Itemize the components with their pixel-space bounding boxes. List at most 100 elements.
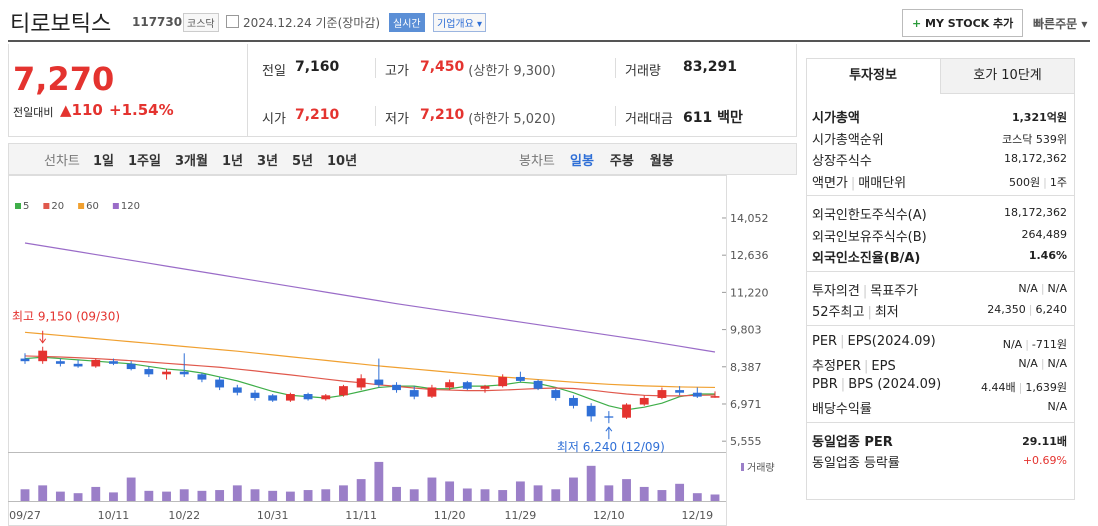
side-divider: [806, 324, 1075, 326]
plus-icon: +: [912, 17, 926, 30]
tab[interactable]: 1주일: [128, 154, 161, 169]
side-value: 1주: [1049, 175, 1067, 189]
info-note: (하한가 5,020): [468, 112, 556, 127]
separator: |: [1028, 303, 1033, 316]
tab[interactable]: 3년: [256, 154, 278, 169]
side-label: 추정PER: [812, 359, 862, 374]
legend-swatch: [15, 203, 21, 209]
volume-bar: [409, 489, 419, 501]
side-label: 투자의견: [812, 283, 860, 299]
side-row: 동일업종 PER: [812, 431, 893, 450]
legend-label: 20: [51, 201, 64, 212]
candle-body: [639, 397, 649, 405]
volume-swatch: [741, 463, 744, 471]
annotation: 최고 9,150 (09/30): [12, 310, 120, 324]
volume-bar: [498, 490, 508, 501]
separator: |: [1043, 175, 1047, 189]
separator: |: [1040, 357, 1045, 370]
volume-bar: [427, 477, 437, 501]
overview-button[interactable]: 기업개요 ▾: [433, 13, 487, 32]
volume-bar: [445, 481, 455, 501]
candle-body: [551, 390, 561, 398]
y-tick-label: 9,803: [730, 324, 762, 337]
volume-label: 거래량: [747, 462, 775, 474]
volume-bar: [215, 490, 225, 501]
quick-order[interactable]: 빠른주문 ▾: [1033, 17, 1088, 31]
info-label: 거래대금: [625, 112, 673, 127]
side-values: N/A | N/A: [1018, 357, 1067, 370]
mystock-button[interactable]: + MY STOCK 추가: [902, 9, 1024, 37]
candle-body: [445, 382, 455, 388]
candle-body: [586, 405, 596, 417]
side-label: EPS(2024.09): [847, 333, 936, 349]
y-tick-label: 6,971: [730, 398, 762, 411]
side-row: 배당수익률: [812, 398, 872, 417]
side-label: 외국인소진율(B/A): [812, 251, 921, 266]
tab[interactable]: 1년: [221, 154, 243, 169]
side-row: 외국인한도주식수(A): [812, 204, 927, 223]
candle-body: [38, 350, 48, 362]
candle-body: [20, 358, 30, 362]
side-row: 액면가 | 매매단위: [812, 172, 906, 191]
side-value: N/A: [1002, 337, 1023, 351]
tab[interactable]: 5년: [291, 154, 313, 169]
separator: |: [1040, 281, 1045, 295]
info-note: (상한가 9,300): [468, 64, 556, 79]
x-tick-label: 11/20: [434, 509, 466, 522]
side-tab[interactable]: 호가 10단계: [940, 59, 1074, 94]
volume-bar: [126, 477, 136, 501]
side-panel: [806, 58, 1075, 500]
x-tick-label: 09/27: [9, 509, 41, 522]
arrow-head: [39, 338, 47, 344]
candle-body: [604, 416, 614, 418]
side-values: 24,350 | 6,240: [987, 303, 1067, 316]
side-row: 상장주식수: [812, 150, 872, 169]
volume-bar: [462, 488, 472, 501]
tab[interactable]: 월봉: [649, 154, 674, 169]
side-tab[interactable]: 투자정보: [807, 59, 939, 93]
candle-body: [515, 376, 525, 381]
stock-name: 티로보틱스: [10, 12, 112, 37]
side-value: 500원: [1009, 175, 1041, 189]
chart: 14,052 12,636 11,220 9,803 8,387 6,971 5,555 5 2…: [8, 175, 775, 526]
side-label: 최저: [874, 305, 899, 320]
volume-bar: [533, 485, 543, 501]
side-row: PBR | BPS (2024.09): [812, 377, 941, 392]
info-label: 전일: [262, 64, 286, 79]
tab[interactable]: 일봉: [570, 154, 594, 169]
volume-bar: [374, 461, 384, 501]
side-values: +0.69%: [1023, 454, 1067, 467]
volume-bar: [179, 489, 189, 501]
side-label: 동일업종 등락률: [812, 456, 900, 471]
separator: |: [864, 359, 869, 374]
candle-body: [268, 395, 278, 401]
info-label: 거래량: [625, 64, 661, 79]
candle-body: [91, 359, 101, 367]
tab[interactable]: 3개월: [174, 154, 208, 169]
change-label: 전일대비: [13, 106, 54, 119]
realtime-badge[interactable]: 실시간: [389, 13, 425, 32]
candle-body: [126, 363, 136, 370]
x-tick-label: 10/22: [168, 509, 200, 522]
candle-body: [622, 404, 631, 418]
volume-bar: [551, 489, 561, 501]
side-values: N/A | -711원: [1003, 336, 1067, 352]
side-label: 외국인보유주식수(B): [812, 229, 927, 245]
candle-body: [392, 384, 401, 391]
tab[interactable]: 주봉: [609, 154, 634, 169]
quote-box: [8, 44, 797, 137]
candle-body: [285, 394, 295, 401]
candle-body: [462, 382, 472, 389]
side-row: 52주최고 | 최저: [812, 301, 899, 320]
tab[interactable]: 10년: [327, 154, 358, 169]
candle-body: [109, 361, 118, 364]
candle-body: [321, 395, 331, 400]
chart-tabs: [8, 143, 797, 175]
tab[interactable]: 1일: [93, 154, 115, 169]
side-label: 시가총액: [812, 111, 860, 126]
candle-body: [144, 369, 154, 375]
x-tick-label: 11/11: [345, 509, 377, 522]
volume-bar: [392, 486, 401, 501]
tab-heading: 봉차트: [519, 154, 555, 169]
divider: [375, 106, 376, 126]
